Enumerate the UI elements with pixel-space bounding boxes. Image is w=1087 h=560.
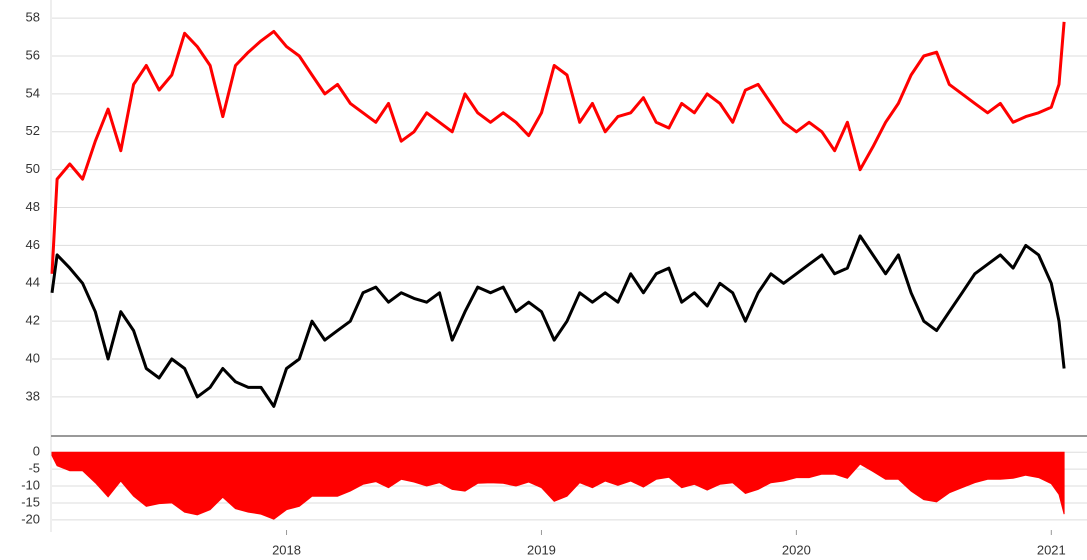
y-tick-label: 52 [26,123,40,138]
y-tick-label: 58 [26,10,40,25]
x-tick-label: 2019 [527,542,556,557]
y-tick-label: 40 [26,350,40,365]
y-tick-label: 48 [26,199,40,214]
line-series [50,21,1066,274]
y-tick-label: 0 [33,444,40,459]
x-tick-label: 2018 [272,542,301,557]
y-tick-label: 42 [26,313,40,328]
y-tick-label: 38 [26,388,40,403]
y-tick-label: 56 [26,47,40,62]
x-tick-label: 2021 [1037,542,1066,557]
y-tick-label: 46 [26,237,40,252]
y-tick-label: 50 [26,161,40,176]
y-tick-label: -15 [21,494,40,509]
x-tick-label: 2020 [782,542,811,557]
y-tick-label: -20 [21,511,40,526]
y-tick-label: 44 [26,275,40,290]
line-series [50,234,1066,408]
y-tick-label: -10 [21,477,40,492]
area-series [51,451,1065,520]
y-tick-label: -5 [28,461,40,476]
y-tick-label: 54 [26,85,40,100]
